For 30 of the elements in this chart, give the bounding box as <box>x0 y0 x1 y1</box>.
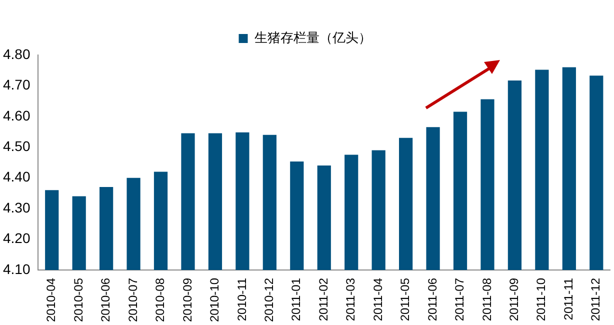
x-tick-label: 2011-01 <box>289 278 304 322</box>
y-tick-label: 4.40 <box>3 168 30 185</box>
x-tick-label: 2011-08 <box>480 278 494 322</box>
x-tick-label: 2011-03 <box>344 278 358 322</box>
x-tick-label: 2011-05 <box>398 278 412 322</box>
x-tick-label: 2011-04 <box>370 278 385 322</box>
x-tick-label: 2011-07 <box>452 278 467 322</box>
y-tick-label: 4.20 <box>3 230 30 246</box>
x-tick-label: 2010-12 <box>262 278 276 322</box>
x-tick-label: 2011-10 <box>534 278 548 322</box>
x-tick-label: 2011-12 <box>588 278 603 322</box>
x-tick-label: 2010-06 <box>98 278 113 322</box>
y-tick-label: 4.60 <box>3 107 30 124</box>
x-tick-label: 2011-06 <box>425 278 440 322</box>
y-tick-label: 4.70 <box>3 76 30 93</box>
x-tick-label: 2011-02 <box>316 278 330 322</box>
x-tick-label: 2010-09 <box>180 278 194 322</box>
x-tick-label: 2010-07 <box>126 278 140 322</box>
x-tick-label: 2010-05 <box>71 278 86 322</box>
x-tick-label: 2011-11 <box>561 278 576 320</box>
x-tick-label: 2010-10 <box>208 278 222 322</box>
y-tick-label: 4.50 <box>3 138 30 154</box>
legend-label: 生猪存栏量（亿头） <box>254 30 372 46</box>
y-tick-label: 4.10 <box>3 260 30 277</box>
y-tick-label: 4.30 <box>3 199 30 216</box>
y-tick-label: 4.80 <box>3 46 30 62</box>
x-tick-label: 2011-09 <box>507 278 522 322</box>
x-tick-label: 2010-04 <box>44 278 58 322</box>
x-tick-label: 2010-11 <box>234 278 249 322</box>
x-tick-label: 2010-08 <box>153 278 168 322</box>
